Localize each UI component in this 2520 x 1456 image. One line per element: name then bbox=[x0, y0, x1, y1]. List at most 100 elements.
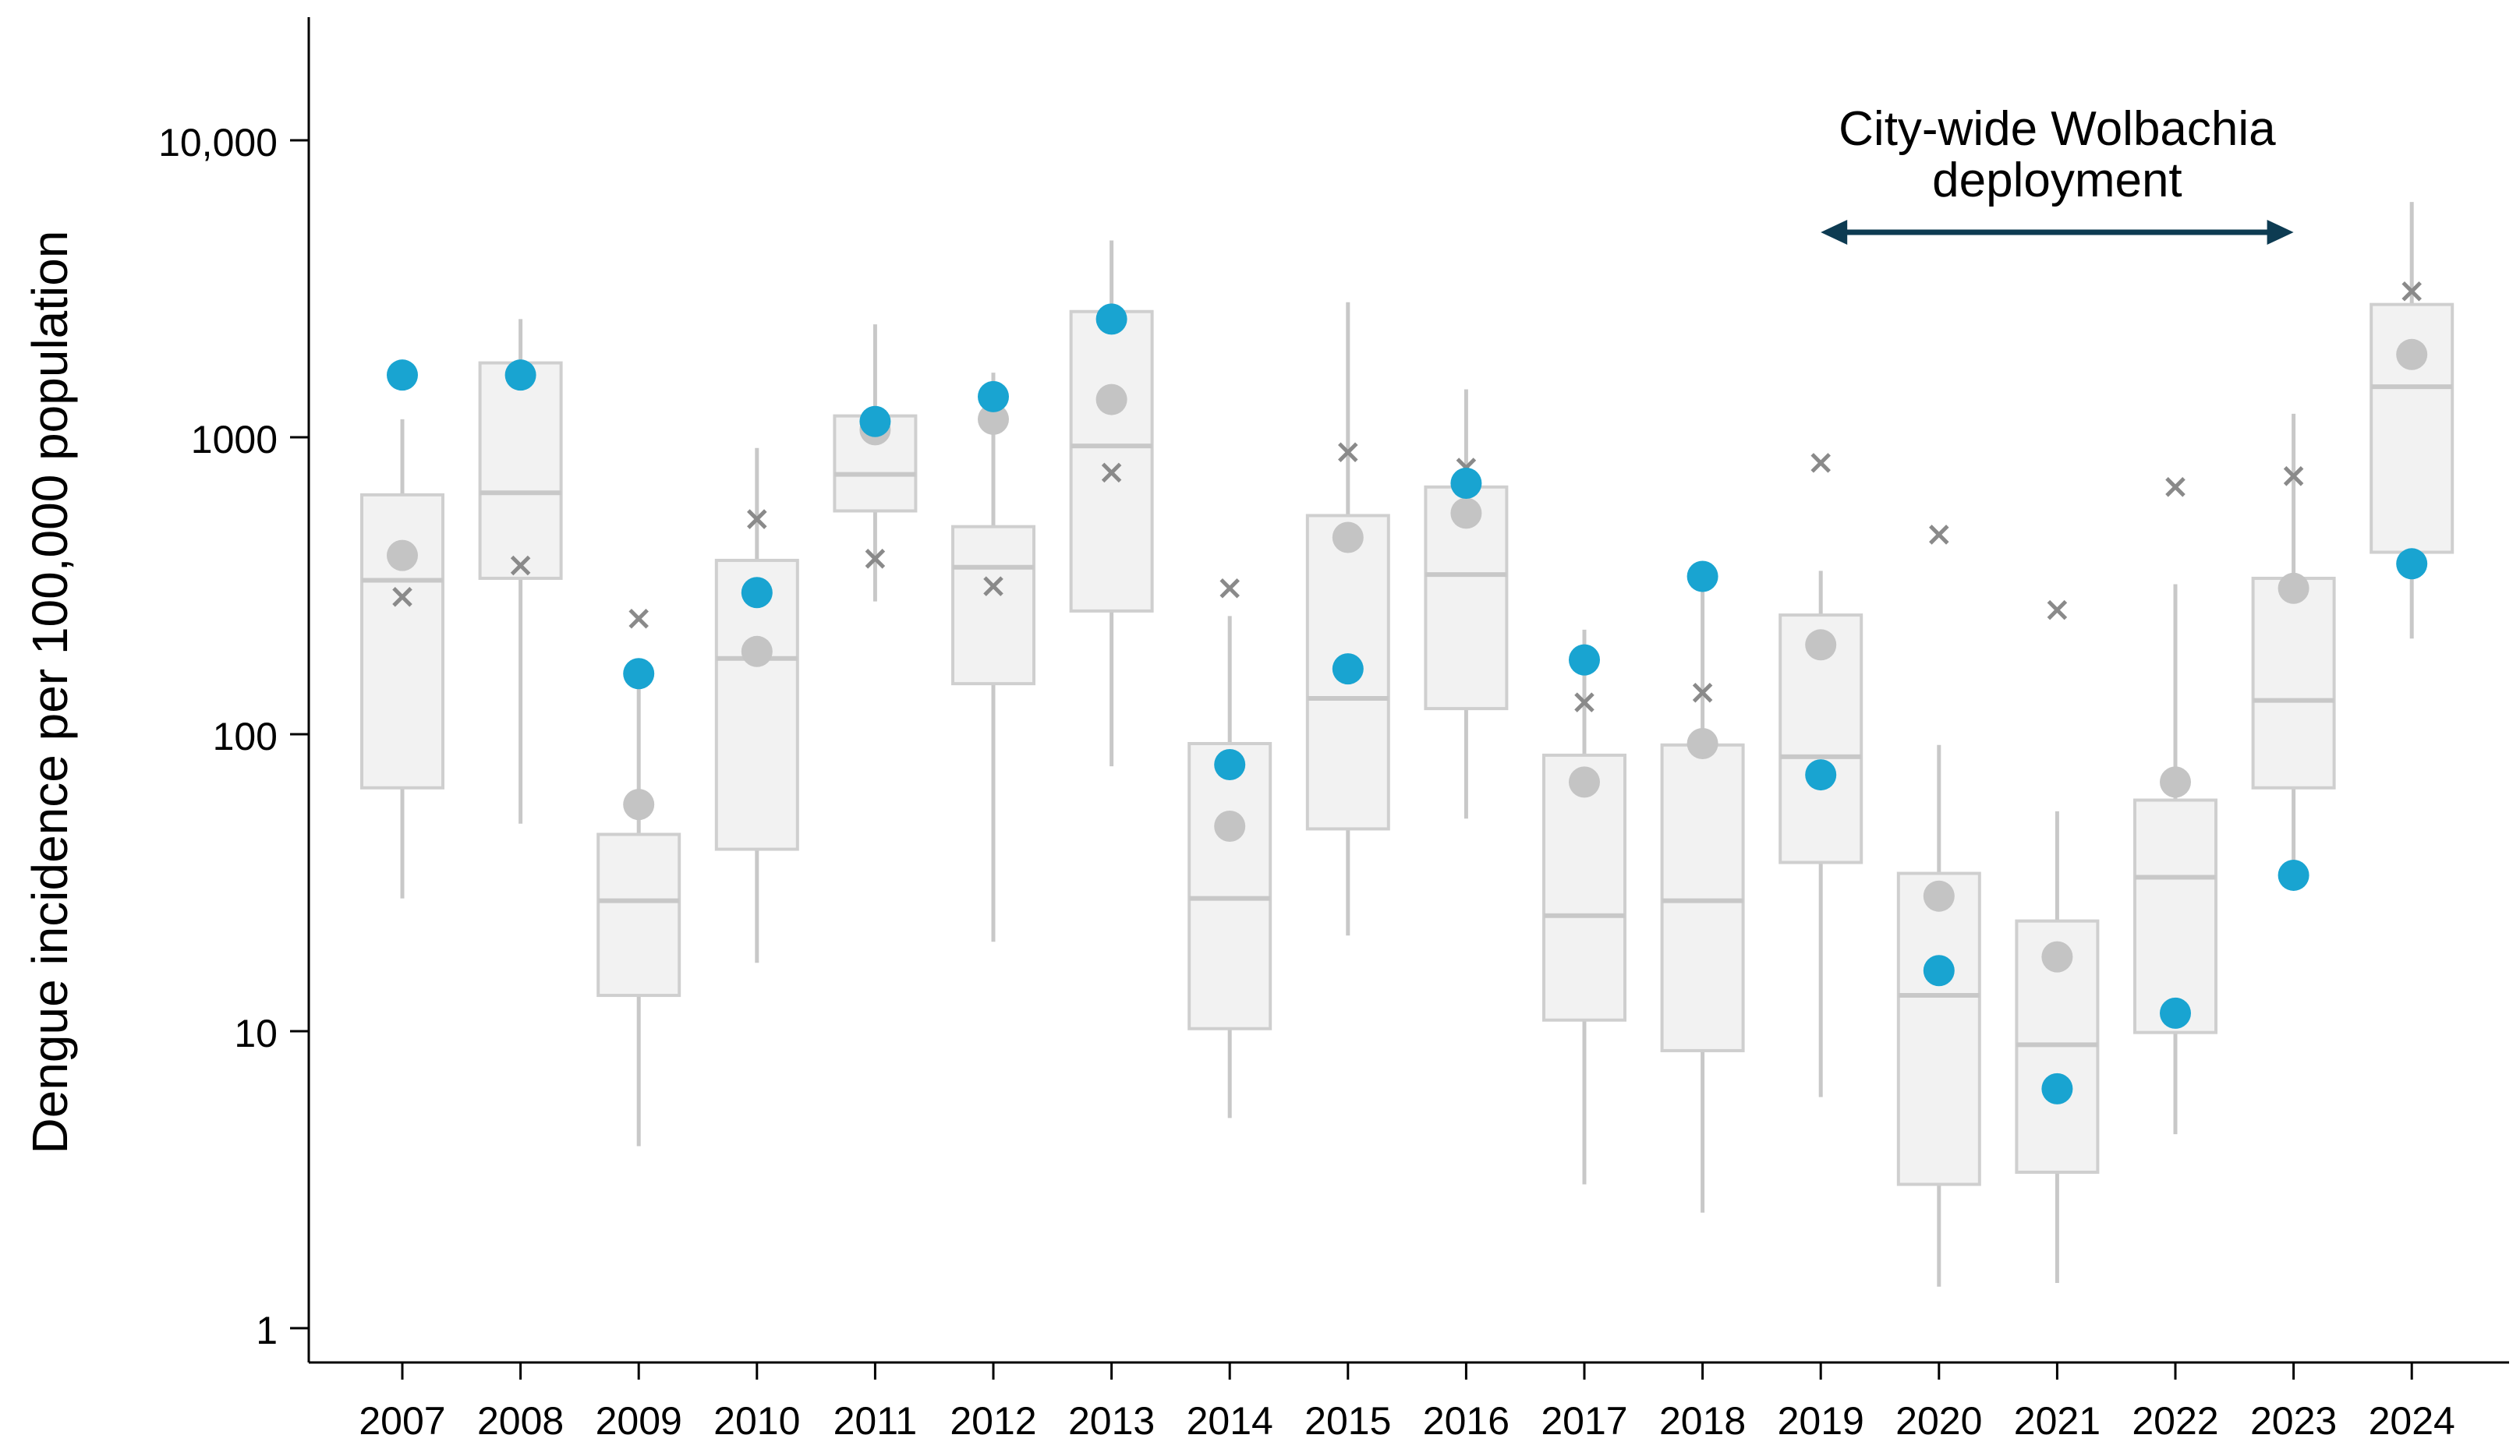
x-marker-2015 bbox=[1338, 442, 1358, 463]
blue-point-2024 bbox=[2396, 548, 2428, 580]
blue-point-2016 bbox=[1450, 468, 1482, 500]
boxes-layer bbox=[360, 202, 2455, 1287]
x-tick-label: 2011 bbox=[834, 1399, 918, 1443]
x-tick-label: 2018 bbox=[1659, 1399, 1746, 1443]
annotation-arrow-head-left bbox=[1821, 220, 1848, 245]
box-2014 bbox=[1187, 616, 1272, 1119]
x-marker-stroke bbox=[2283, 466, 2304, 486]
box-2009 bbox=[596, 681, 681, 1147]
blue-point-2014 bbox=[1214, 749, 1246, 781]
x-marker-stroke bbox=[1338, 442, 1358, 463]
x-marker-2021 bbox=[2047, 599, 2068, 620]
box-iqr bbox=[714, 558, 799, 851]
blue-point-2017 bbox=[1569, 644, 1600, 676]
box-2022 bbox=[2133, 584, 2217, 1135]
grey-point-2018 bbox=[1686, 728, 1718, 760]
y-tick-label: 100 bbox=[213, 715, 278, 758]
x-marker-2012 bbox=[983, 576, 1003, 596]
x-tick-label: 2015 bbox=[1304, 1399, 1391, 1443]
grey-point-2010 bbox=[741, 635, 773, 667]
x-marker-stroke bbox=[1810, 453, 1831, 473]
axes-layer bbox=[307, 17, 2509, 1364]
annotation-text-line-2: deployment bbox=[1932, 154, 2182, 207]
x-marker-stroke bbox=[2047, 599, 2068, 620]
x-tick-label: 2017 bbox=[1541, 1399, 1627, 1443]
x-marker-2011 bbox=[865, 549, 886, 569]
x-tick-label: 2016 bbox=[1423, 1399, 1510, 1443]
blue-point-2018 bbox=[1686, 560, 1718, 592]
annotation-arrow-head-right bbox=[2267, 220, 2294, 245]
grey-point-2014 bbox=[1214, 811, 1246, 843]
x-tick-label: 2019 bbox=[1778, 1399, 1864, 1443]
box-2010 bbox=[714, 447, 799, 963]
x-marker-stroke bbox=[510, 555, 531, 576]
blue-point-2015 bbox=[1332, 653, 1364, 685]
x-marker-stroke bbox=[628, 608, 649, 629]
box-iqr bbox=[360, 493, 444, 790]
blue-point-2022 bbox=[2160, 997, 2191, 1029]
x-marker-stroke bbox=[747, 509, 767, 529]
box-iqr bbox=[2133, 798, 2217, 1034]
box-2015 bbox=[1305, 302, 1390, 936]
x-marker-stroke bbox=[2165, 477, 2186, 497]
x-marker-2010 bbox=[747, 509, 767, 529]
grey-point-2021 bbox=[2041, 941, 2073, 973]
blue-point-2020 bbox=[1923, 955, 1955, 987]
box-iqr bbox=[1896, 871, 1981, 1186]
box-2007 bbox=[360, 419, 444, 899]
x-tick-label: 2024 bbox=[2369, 1399, 2455, 1443]
grey-point-2022 bbox=[2160, 766, 2191, 798]
x-marker-stroke bbox=[2401, 281, 2422, 302]
x-tick-label: 2010 bbox=[713, 1399, 800, 1443]
box-2020 bbox=[1896, 744, 1981, 1287]
box-iqr bbox=[1069, 309, 1154, 613]
grey-point-2017 bbox=[1569, 766, 1600, 798]
annotation-text-line-1: City-wide Wolbachia bbox=[1839, 102, 2276, 156]
x-marker-2024 bbox=[2401, 281, 2422, 302]
box-2013 bbox=[1069, 240, 1154, 767]
box-2021 bbox=[2015, 811, 2100, 1283]
blue-point-2011 bbox=[859, 405, 891, 437]
box-iqr bbox=[1660, 743, 1745, 1052]
grey-point-2009 bbox=[623, 789, 655, 821]
blue-point-2009 bbox=[623, 658, 655, 690]
box-2016 bbox=[1424, 389, 1509, 819]
blue-point-2007 bbox=[387, 359, 418, 391]
box-2012 bbox=[951, 373, 1035, 942]
x-tick-label: 2023 bbox=[2250, 1399, 2337, 1443]
box-iqr bbox=[1542, 753, 1626, 1022]
x-tick-label: 2008 bbox=[477, 1399, 564, 1443]
x-marker-stroke bbox=[1574, 692, 1594, 712]
blue-point-2021 bbox=[2041, 1073, 2073, 1104]
x-tick-label: 2009 bbox=[596, 1399, 682, 1443]
x-marker-2008 bbox=[510, 555, 531, 576]
x-marker-2009 bbox=[628, 608, 649, 629]
box-iqr bbox=[1187, 742, 1272, 1030]
x-tick-label: 2021 bbox=[2014, 1399, 2101, 1443]
y-tick-label: 1000 bbox=[191, 418, 278, 461]
x-tick-label: 2022 bbox=[2132, 1399, 2218, 1443]
blue-point-2010 bbox=[741, 577, 773, 609]
y-tick-label: 10 bbox=[234, 1012, 278, 1055]
x-marker-stroke bbox=[865, 549, 886, 569]
box-2017 bbox=[1542, 629, 1626, 1185]
grey-point-2020 bbox=[1923, 880, 1955, 912]
grey-point-2024 bbox=[2396, 338, 2428, 370]
x-tick-label: 2007 bbox=[359, 1399, 445, 1443]
x-marker-stroke bbox=[1929, 525, 1949, 545]
box-iqr bbox=[596, 832, 681, 998]
blue-point-2023 bbox=[2278, 859, 2309, 891]
annotation-deployment: City-wide Wolbachia deployment bbox=[1821, 102, 2294, 245]
box-2018 bbox=[1660, 576, 1745, 1213]
grey-point-2019 bbox=[1805, 629, 1837, 661]
box-iqr bbox=[2251, 576, 2336, 790]
blue-point-2008 bbox=[504, 359, 536, 391]
x-marker-stroke bbox=[983, 576, 1003, 596]
box-2023 bbox=[2251, 413, 2336, 878]
box-2008 bbox=[478, 319, 563, 824]
x-tick-label: 2020 bbox=[1895, 1399, 1982, 1443]
x-marker-2017 bbox=[1574, 692, 1594, 712]
x-marker-stroke bbox=[1692, 682, 1713, 703]
grey-point-2013 bbox=[1095, 383, 1127, 415]
